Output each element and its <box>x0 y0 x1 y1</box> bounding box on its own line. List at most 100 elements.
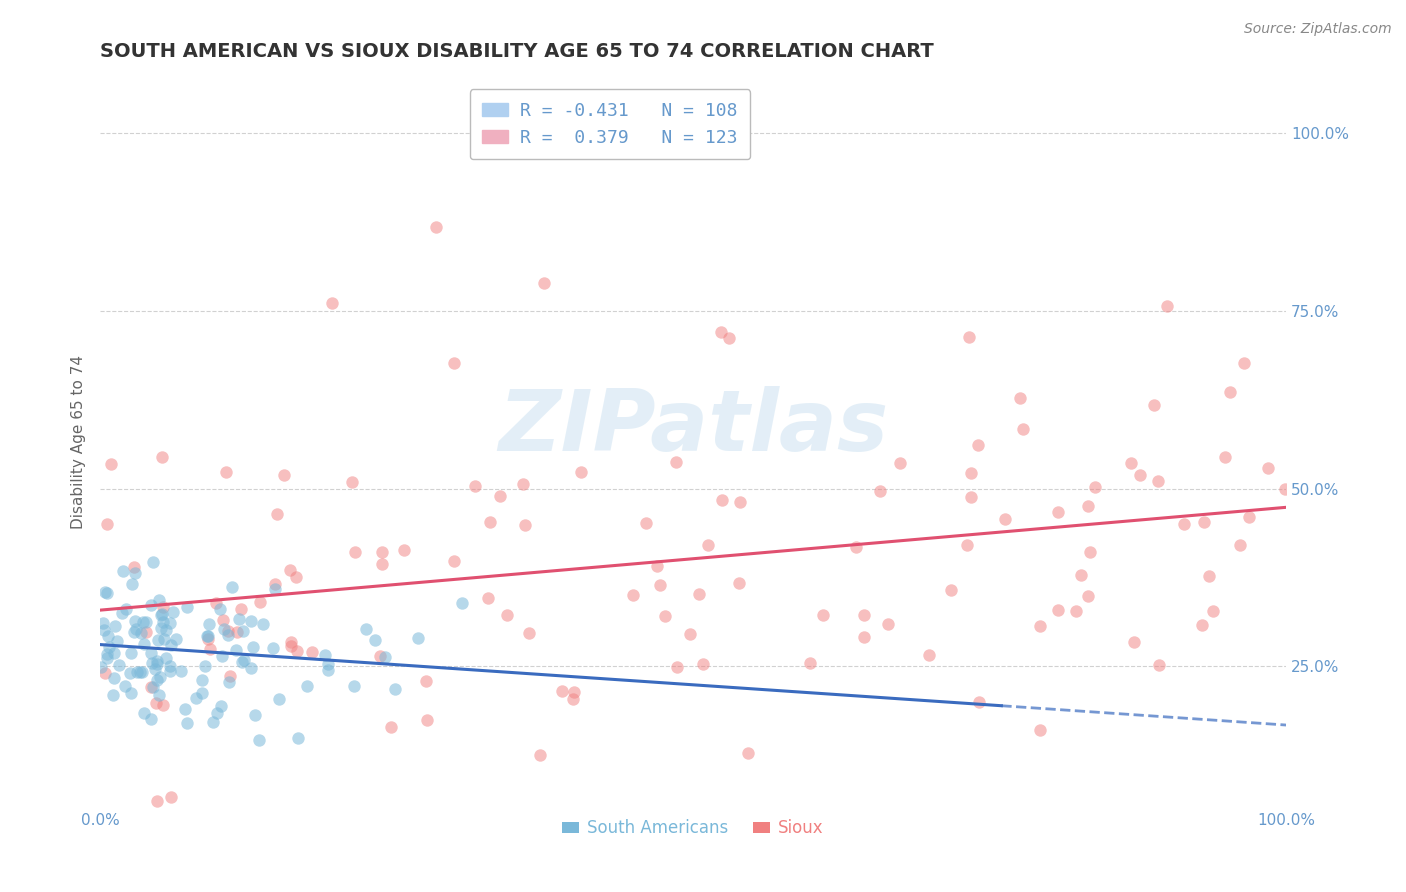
Point <box>443 554 465 568</box>
Point <box>443 356 465 370</box>
Point <box>96 586 118 600</box>
Point <box>103 646 125 660</box>
Point <box>1147 657 1170 672</box>
Point <box>343 545 366 559</box>
Point <box>1229 538 1251 552</box>
Point <box>103 671 125 685</box>
Point <box>132 615 155 629</box>
Point <box>284 570 307 584</box>
Point <box>159 664 181 678</box>
Point <box>212 614 235 628</box>
Point <box>451 596 474 610</box>
Point <box>1064 604 1087 618</box>
Point <box>852 608 875 623</box>
Point <box>148 689 170 703</box>
Point <box>1077 589 1099 603</box>
Point <box>122 560 145 574</box>
Point <box>960 466 983 480</box>
Point <box>197 629 219 643</box>
Point <box>149 621 172 635</box>
Point <box>737 746 759 760</box>
Point <box>215 466 238 480</box>
Point <box>131 625 153 640</box>
Point <box>1123 635 1146 649</box>
Point <box>150 608 173 623</box>
Point <box>513 518 536 533</box>
Point <box>477 591 499 605</box>
Point <box>717 331 740 345</box>
Point <box>1201 604 1223 618</box>
Point <box>127 665 149 680</box>
Point <box>120 646 142 660</box>
Point <box>152 698 174 713</box>
Point <box>464 479 486 493</box>
Point <box>219 668 242 682</box>
Point <box>240 614 263 628</box>
Point <box>918 648 941 662</box>
Point <box>1011 422 1033 436</box>
Point <box>159 790 181 805</box>
Point <box>96 650 118 665</box>
Point <box>728 495 751 509</box>
Point <box>368 649 391 664</box>
Point <box>198 617 221 632</box>
Point <box>415 674 437 689</box>
Point <box>243 708 266 723</box>
Point <box>371 545 394 559</box>
Point <box>533 276 555 290</box>
Point <box>869 484 891 499</box>
Point <box>118 665 141 680</box>
Point <box>269 692 291 706</box>
Point <box>287 731 309 746</box>
Point <box>170 664 193 678</box>
Point <box>114 601 136 615</box>
Point <box>688 587 710 601</box>
Point <box>146 654 169 668</box>
Point <box>142 555 165 569</box>
Point <box>247 732 270 747</box>
Point <box>262 640 284 655</box>
Point <box>1128 467 1150 482</box>
Point <box>122 625 145 640</box>
Point <box>623 588 645 602</box>
Point <box>208 602 231 616</box>
Point <box>956 538 979 552</box>
Point <box>321 295 343 310</box>
Point <box>129 665 152 680</box>
Point <box>176 599 198 614</box>
Point <box>94 585 117 599</box>
Point <box>139 598 162 612</box>
Point <box>488 490 510 504</box>
Point <box>149 670 172 684</box>
Point <box>232 653 254 667</box>
Point <box>141 657 163 671</box>
Point <box>710 492 733 507</box>
Point <box>155 623 177 637</box>
Point <box>569 466 592 480</box>
Point <box>232 624 254 638</box>
Point <box>184 691 207 706</box>
Point <box>665 659 688 673</box>
Point <box>799 657 821 671</box>
Point <box>280 639 302 653</box>
Point <box>1274 483 1296 497</box>
Point <box>263 577 285 591</box>
Point <box>710 325 733 339</box>
Point <box>114 680 136 694</box>
Point <box>1257 461 1279 475</box>
Point <box>152 600 174 615</box>
Point <box>90 659 112 673</box>
Point <box>134 637 156 651</box>
Point <box>343 679 366 693</box>
Point <box>249 595 271 609</box>
Point <box>93 624 115 638</box>
Point <box>853 630 876 644</box>
Text: ZIPatlas: ZIPatlas <box>498 386 889 469</box>
Point <box>1156 299 1178 313</box>
Point <box>146 657 169 671</box>
Point <box>380 720 402 734</box>
Point <box>242 640 264 654</box>
Point <box>152 615 174 629</box>
Point <box>145 673 167 687</box>
Y-axis label: Disability Age 65 to 74: Disability Age 65 to 74 <box>72 355 86 529</box>
